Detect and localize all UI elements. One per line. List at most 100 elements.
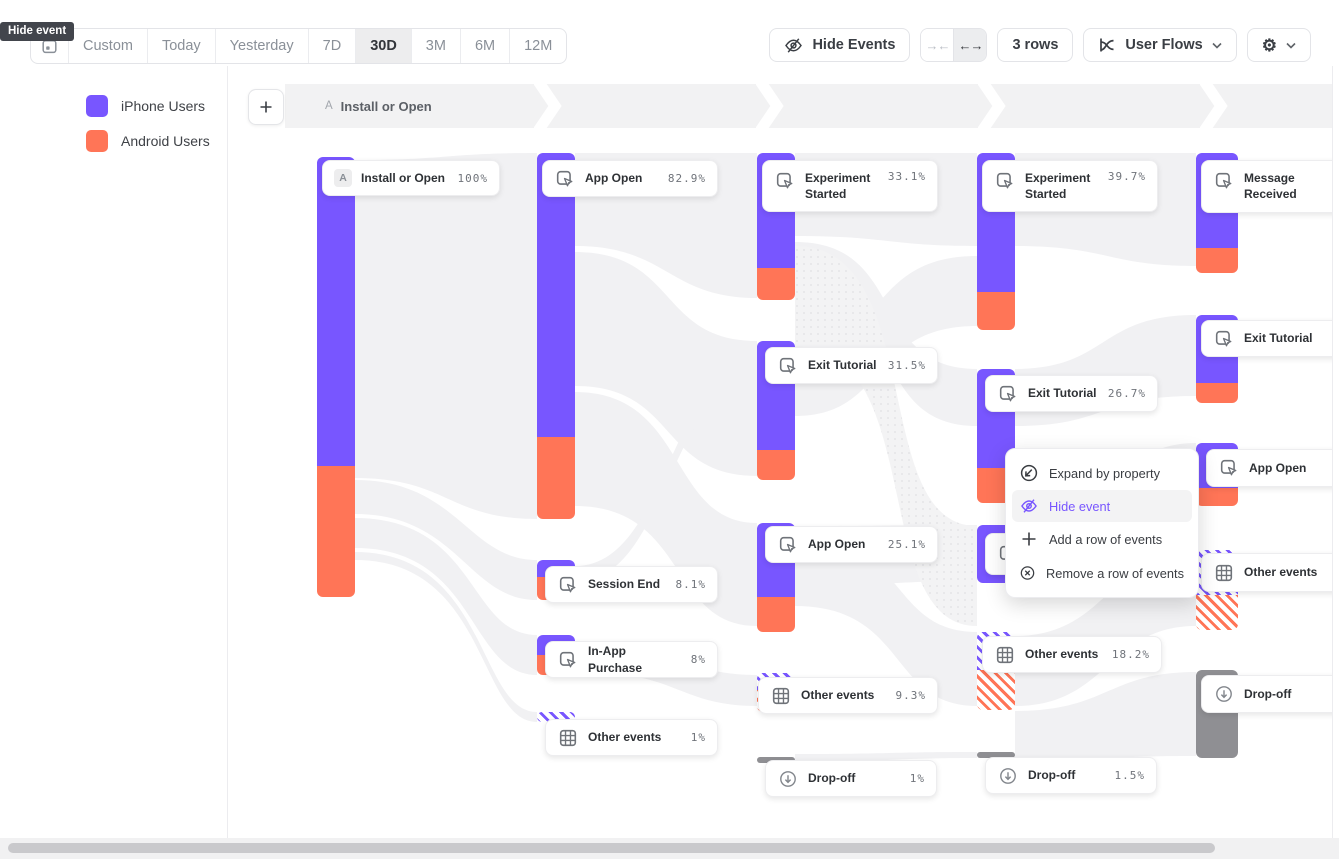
android-users-label: Android Users [121,133,210,149]
rows-count-button[interactable]: 3 rows [997,28,1074,62]
node-card-other-events[interactable]: Other events 18.2% [982,636,1162,673]
add-step-button[interactable] [248,89,284,125]
chevron-separator [534,84,562,128]
node-card-session-end[interactable]: Session End 8.1% [545,566,718,603]
node-card-other-events[interactable]: Other events 1% [545,719,718,756]
node-bar-exit-tutorial[interactable] [757,341,795,480]
node-label: In-App Purchase [588,644,643,675]
node-bar-drop-off[interactable] [977,752,1015,758]
event-icon [774,170,796,192]
step-a-label[interactable]: A Install or Open [325,99,432,114]
node-bar-install-or-open[interactable] [317,157,355,597]
node-card-install-or-open[interactable]: A Install or Open 100% [322,160,500,196]
menu-item-label: Expand by property [1049,465,1160,481]
node-card-other-events[interactable]: Other events [1201,553,1332,592]
node-label: Other events [1025,647,1099,662]
node-card-app-open[interactable]: App Open 25.1% [765,526,938,563]
menu-item-label: Remove a row of events [1046,565,1184,581]
event-icon [777,355,799,377]
circle-x-icon [1020,566,1035,580]
event-icon [994,170,1016,192]
view-selector-button[interactable]: User Flows [1083,28,1237,62]
event-icon [554,168,576,190]
node-card-drop-off[interactable]: Drop-off 1% [765,760,937,797]
step-event-name: Install or Open [340,98,432,114]
chevron-separator [1200,84,1228,128]
node-card-in-app-purchase[interactable]: In-App Purchase 8% [545,641,718,678]
legend-item-iphone-users[interactable]: iPhone Users [86,95,205,117]
date-range-12m[interactable]: 12M [524,38,553,54]
node-card-other-events[interactable]: Other events 9.3% [758,677,938,714]
date-range-custom[interactable]: Custom [69,29,148,63]
node-card-experiment-started[interactable]: Experiment Started 33.1% [762,160,938,212]
legend-sidebar: iPhone Users Android Users [0,66,228,838]
node-percent: 82.9% [667,172,706,185]
node-label: Other events [588,730,662,745]
menu-item-hide-event[interactable]: Hide event [1012,490,1192,522]
hide-events-button[interactable]: Hide Events [769,28,911,62]
step-letter-badge: A [325,100,333,112]
node-percent: 26.7% [1107,387,1146,400]
date-range-3m[interactable]: 3M [412,29,461,63]
chevron-separator [978,84,1006,128]
date-range-today[interactable]: Today [148,29,216,63]
node-label: Other events [801,688,875,703]
menu-item-add-row-of-events[interactable]: Add a row of events [1012,522,1192,556]
node-card-exit-tutorial[interactable]: Exit Tutorial 31.5% [765,347,938,384]
node-percent: 39.7% [1107,170,1146,183]
node-bar-app-open[interactable] [537,153,575,519]
node-label: Drop-off [808,771,856,786]
menu-item-label: Hide event [1049,498,1111,514]
node-label: Session End [588,577,661,592]
node-label: App Open [585,171,643,186]
legend-item-android-users[interactable]: Android Users [86,130,210,152]
collapse-columns-button[interactable]: →← [921,29,954,61]
node-card-message-received[interactable]: Message Received [1201,160,1332,213]
node-card-app-open[interactable]: App Open [1206,449,1332,487]
node-label: Exit Tutorial [1244,331,1313,346]
node-label: App Open [808,537,866,552]
plus-icon [1022,532,1036,546]
rows-count-label: 3 rows [1012,37,1059,53]
event-icon [557,649,579,671]
node-label: Exit Tutorial [1028,386,1097,401]
toolbar-right-controls: Hide Events →← ←→ 3 rows User Flows ⚙ [769,28,1311,62]
node-percent: 8% [690,653,706,666]
date-range-yesterday[interactable]: Yesterday [216,29,309,63]
event-icon [557,574,579,596]
date-range-7d[interactable]: 7D [309,29,357,63]
gear-icon: ⚙ [1261,35,1277,55]
node-percent: 1.5% [1114,769,1145,782]
iphone-users-label: iPhone Users [121,98,206,114]
menu-item-expand-by-property[interactable]: Expand by property [1012,456,1192,490]
node-card-experiment-started[interactable]: Experiment Started 39.7% [982,160,1158,212]
node-card-exit-tutorial[interactable]: Exit Tutorial [1201,320,1332,357]
expand-columns-button[interactable]: ←→ [953,29,987,61]
event-icon [1213,170,1235,192]
event-icon [777,534,799,556]
horizontal-scrollbar-thumb[interactable] [8,843,1215,853]
settings-button[interactable]: ⚙ [1246,28,1311,62]
node-percent: 18.2% [1111,648,1150,661]
node-card-drop-off[interactable]: Drop-off [1201,675,1332,713]
node-percent: 9.3% [895,689,926,702]
event-icon [1218,457,1240,479]
node-label: Exit Tutorial [808,358,877,373]
steps-breadcrumb-band: A Install or Open [285,84,1332,128]
user-flows-icon [1100,38,1115,52]
date-range-30d-selected[interactable]: 30D [356,29,412,63]
hide-event-tooltip: Hide event [0,22,75,41]
node-card-drop-off[interactable]: Drop-off 1.5% [985,757,1157,794]
node-percent: 100% [457,171,488,185]
plus-icon [260,101,272,113]
date-range-6m[interactable]: 6M [461,29,511,63]
other-events-grid-icon [770,685,792,707]
view-selector-label: User Flows [1125,37,1203,53]
other-events-grid-icon [557,727,579,749]
menu-item-remove-row-of-events[interactable]: Remove a row of events [1012,556,1192,590]
event-icon [997,383,1019,405]
node-card-exit-tutorial[interactable]: Exit Tutorial 26.7% [985,375,1158,412]
node-card-app-open[interactable]: App Open 82.9% [542,160,718,197]
node-bar-other-events[interactable] [537,712,575,722]
drop-off-icon [1213,683,1235,705]
